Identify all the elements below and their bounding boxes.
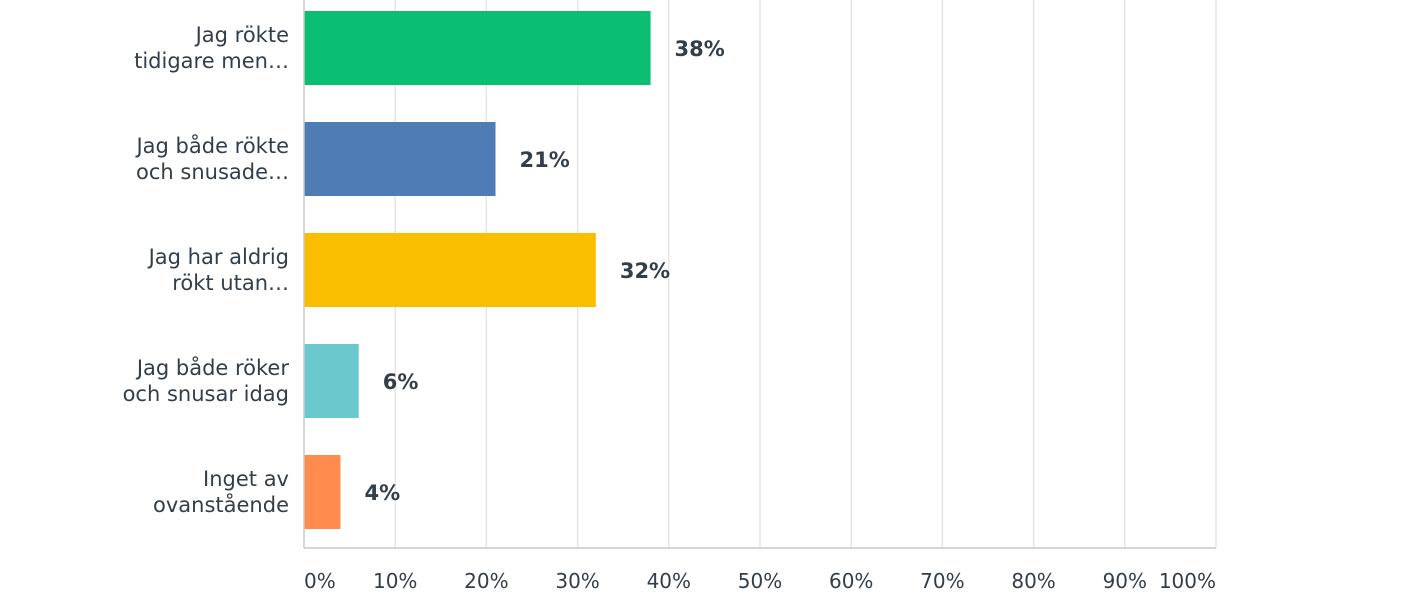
bar-4[interactable] [304,344,359,418]
value-label-2: 21% [520,148,570,172]
x-tick-label-60: 60% [829,569,873,593]
bar-2[interactable] [304,122,496,196]
value-label-1: 38% [675,37,725,61]
labels: 38% Jag rökte tidigare men… 21% Jag både rök… [123,23,1216,593]
value-label-3: 32% [620,259,670,283]
x-tick-label-10: 10% [373,569,417,593]
category-label-2: Jag både rökte och snusade… [134,133,289,184]
x-tick-label-100: 100% [1159,569,1216,593]
x-tick-label-0: 0% [304,569,336,593]
category-label-3: Jag har aldrig rökt utan… [147,245,289,295]
category-label-5: Inget av ovanstående [153,467,289,517]
bar-3[interactable] [304,233,596,307]
axes [303,0,1216,549]
x-tick-label-20: 20% [464,569,508,593]
bars [304,11,651,529]
bar-1[interactable] [304,11,651,85]
x-tick-label-40: 40% [647,569,691,593]
x-tick-label-80: 80% [1011,569,1055,593]
value-label-5: 4% [364,481,400,505]
x-tick-label-90: 90% [1103,569,1147,593]
gridlines [394,0,1217,548]
x-tick-label-50: 50% [738,569,782,593]
x-tick-label-30: 30% [555,569,599,593]
bar-5[interactable] [304,455,341,529]
value-label-4: 6% [383,370,419,394]
category-label-4: Jag både röker och snusar idag [123,355,290,406]
category-label-1: Jag rökte tidigare men… [134,23,289,73]
x-tick-label-70: 70% [920,569,964,593]
